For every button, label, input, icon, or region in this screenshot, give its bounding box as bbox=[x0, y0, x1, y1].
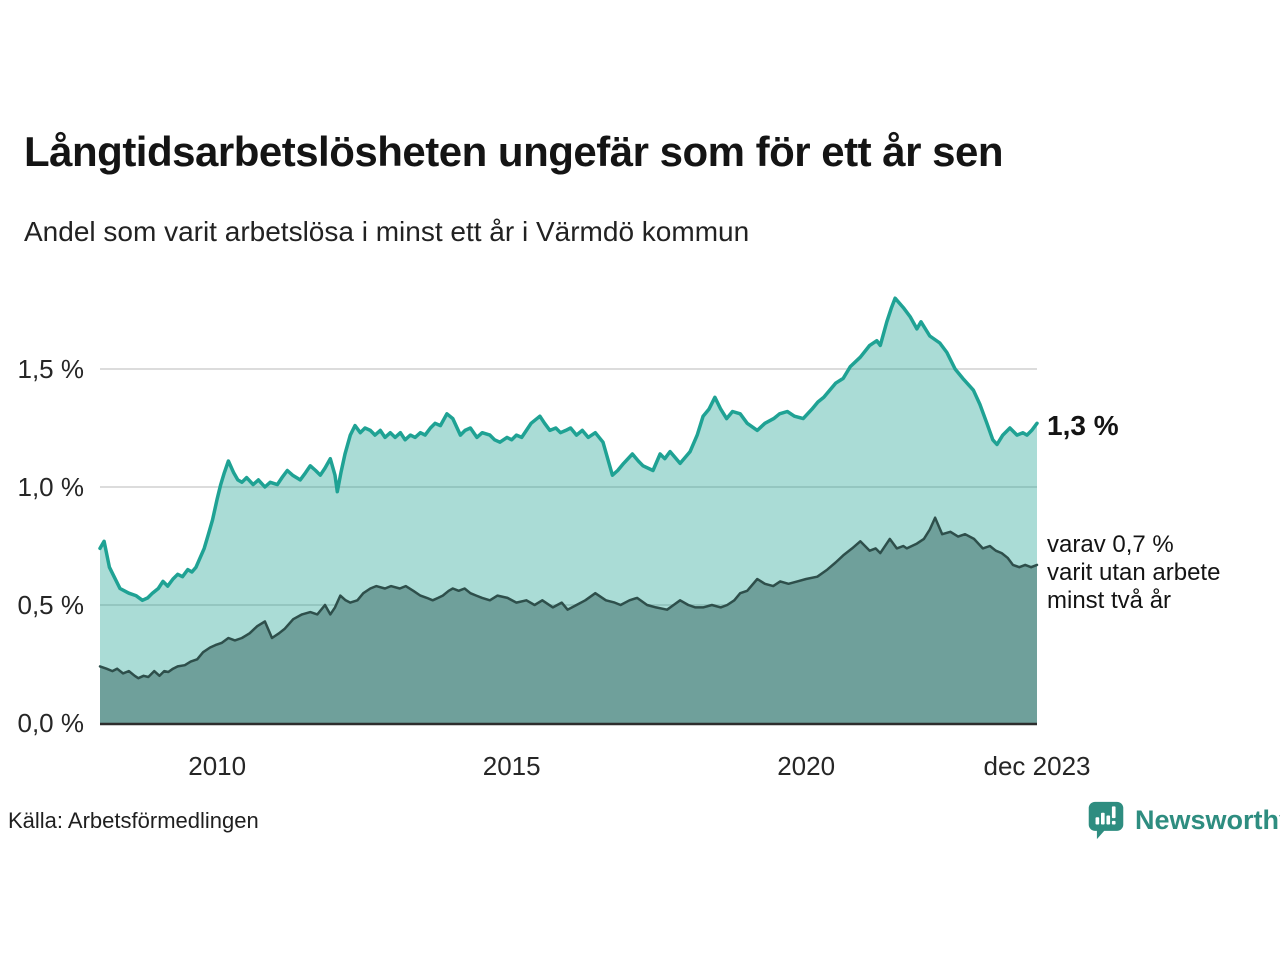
y-tick-label: 0,5 % bbox=[18, 590, 85, 620]
annotation-latest-value: 1,3 % bbox=[1047, 410, 1119, 441]
y-tick-label: 0,0 % bbox=[18, 708, 85, 738]
source-note: Källa: Arbetsförmedlingen bbox=[8, 808, 259, 833]
annotation-secondary-line-1: varav 0,7 % bbox=[1047, 531, 1174, 558]
annotation-secondary-line-3: minst två år bbox=[1047, 587, 1172, 614]
newsworthy-logo: Newsworthy bbox=[1086, 799, 1280, 841]
annotation-secondary: varav 0,7 % varit utan arbete minst två … bbox=[1047, 531, 1220, 615]
y-tick-label: 1,5 % bbox=[18, 354, 85, 384]
annotation-secondary-line-2: varit utan arbete bbox=[1047, 559, 1221, 586]
newsworthy-wordmark: Newsworthy bbox=[1135, 804, 1280, 835]
area-two-years bbox=[100, 517, 1037, 723]
page-title: Långtidsarbetslösheten ungefär som för e… bbox=[24, 128, 1004, 175]
x-tick-label: 2015 bbox=[483, 751, 541, 781]
x-tick-label: dec 2023 bbox=[984, 751, 1091, 781]
x-tick-label: 2020 bbox=[777, 751, 835, 781]
page-subtitle: Andel som varit arbetslösa i minst ett å… bbox=[24, 216, 750, 247]
line-two-years bbox=[98, 516, 1039, 680]
x-tick-label: 2010 bbox=[188, 751, 246, 781]
line-total-one-year bbox=[98, 296, 1039, 603]
y-tick-label: 1,0 % bbox=[18, 472, 85, 502]
newsworthy-logo-icon bbox=[1088, 801, 1124, 840]
